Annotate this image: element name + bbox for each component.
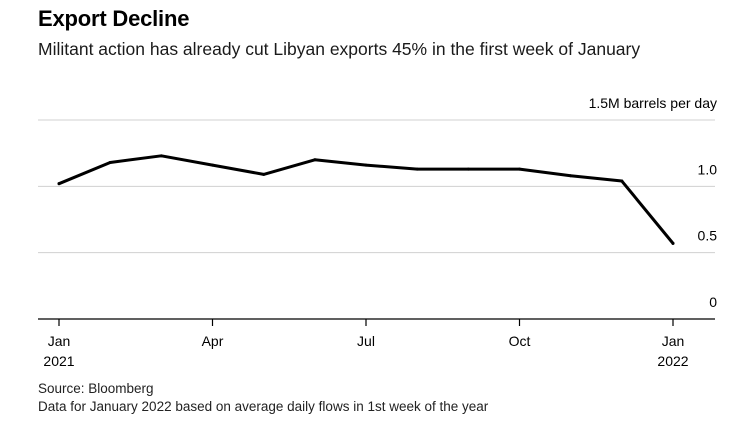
source-note: Source: Bloomberg — [38, 381, 154, 396]
x-tick-label: Jul — [357, 333, 375, 349]
x-tick-label: Oct — [509, 333, 531, 349]
chart-title: Export Decline — [38, 6, 190, 31]
y-tick-label: 1.5M barrels per day — [589, 95, 717, 111]
y-axis-labels: 0 0.5 1.0 1.5M barrels per day — [589, 95, 718, 310]
data-point — [159, 154, 163, 158]
data-point — [364, 163, 368, 167]
data-point — [211, 163, 214, 167]
y-tick-label: 0 — [709, 294, 717, 310]
data-point — [466, 167, 470, 171]
data-point — [569, 174, 573, 178]
data-point — [415, 167, 419, 171]
data-point — [57, 182, 61, 186]
data-point — [671, 241, 675, 245]
line-chart: 0 0.5 1.0 1.5M barrels per day Jan 2021 Apr Ju… — [38, 95, 718, 369]
x-tick-label: Apr — [202, 333, 224, 349]
y-tick-label: 0.5 — [698, 228, 718, 244]
data-note: Data for January 2022 based on average d… — [38, 399, 489, 414]
gridlines — [38, 119, 715, 254]
chart-subtitle: Militant action has already cut Libyan e… — [38, 39, 641, 59]
data-point — [620, 179, 624, 183]
y-tick-label: 1.0 — [698, 161, 718, 177]
x-axis-labels: Jan 2021 Apr Jul Oct Jan 2022 — [43, 319, 689, 369]
data-point — [262, 172, 266, 176]
data-point — [518, 167, 521, 171]
x-tick-sublabel: 2021 — [43, 353, 74, 369]
series-layer — [57, 154, 675, 245]
x-tick-sublabel: 2022 — [657, 353, 688, 369]
x-tick-label: Jan — [48, 333, 71, 349]
data-point — [108, 160, 112, 164]
data-point — [313, 158, 317, 162]
series-line — [57, 154, 675, 245]
x-tick-label: Jan — [662, 333, 685, 349]
